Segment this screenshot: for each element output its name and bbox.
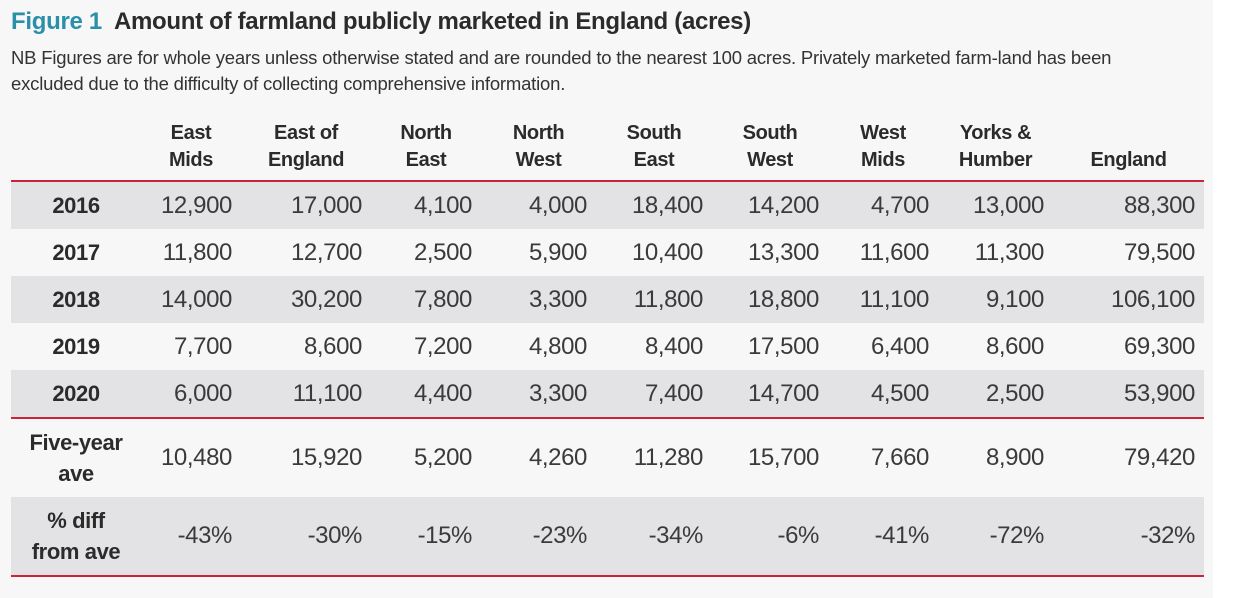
table-cell: 12,700	[290, 238, 362, 266]
table-cell: 4,500	[828, 370, 938, 418]
table-cell: 8,600	[303, 332, 362, 360]
table-cell: -6%	[712, 497, 828, 576]
table-row-2016: 2016 12,900 17,000 4,100 4,000 18,400 14…	[11, 181, 1204, 229]
farmland-table: East Mids East of England North East North W…	[11, 112, 1204, 577]
table-cell: 14,700	[712, 370, 828, 418]
col-header-east-mids: East Mids	[169, 122, 213, 171]
table-cell: 79,420	[1123, 444, 1195, 471]
row-label: 2020	[11, 370, 141, 418]
row-label: 2017	[52, 239, 100, 265]
table-cell: 11,800	[596, 276, 712, 323]
table-cell: 13,300	[747, 238, 819, 266]
col-header-east-of-england: East of England	[267, 122, 345, 171]
col-header-yorks-humber: Yorks & Humber	[958, 122, 1033, 171]
row-label: Five-year ave	[29, 430, 123, 486]
table-cell: -72%	[938, 497, 1053, 576]
table-row-2020: 2020 6,000 11,100 4,400 3,300 7,400 14,7…	[11, 370, 1204, 418]
table-cell: 11,280	[633, 444, 704, 471]
table-cell: 15,920	[290, 444, 362, 471]
table-cell: 11,300	[974, 238, 1045, 266]
col-header-south-east: South East	[626, 122, 682, 171]
table-cell: 106,100	[1053, 276, 1204, 323]
table-cell: -23%	[481, 497, 596, 576]
table-cell: 5,200	[413, 444, 472, 471]
table-cell: 9,100	[938, 276, 1053, 323]
table-row-2018: 2018 14,000 30,200 7,800 3,300 11,800 18…	[11, 276, 1204, 323]
header-row: East Mids East of England North East North W…	[11, 112, 1204, 181]
table-cell: 13,000	[938, 181, 1053, 229]
table-cell: 7,200	[413, 332, 472, 360]
table-row-2017: 2017 11,800 12,700 2,500 5,900 10,400 13…	[11, 229, 1204, 276]
table-cell: 11,100	[828, 276, 938, 323]
row-label: % diff from ave	[11, 497, 141, 576]
row-label: 2019	[52, 333, 100, 359]
table-cell: 17,000	[241, 181, 371, 229]
table-cell: -32%	[1053, 497, 1204, 576]
table-cell: 11,600	[859, 238, 930, 266]
table-cell: 8,600	[985, 332, 1044, 360]
table-cell: 69,300	[1123, 332, 1195, 360]
table-cell: 6,400	[870, 332, 929, 360]
table-cell: 12,900	[141, 181, 241, 229]
table-cell: 4,100	[371, 181, 481, 229]
table-cell: 17,500	[747, 332, 819, 360]
table-cell: 4,000	[481, 181, 596, 229]
col-header-south-west: South West	[742, 122, 798, 171]
table-cell: 4,400	[371, 370, 481, 418]
table-cell: -34%	[596, 497, 712, 576]
row-label: 2016	[11, 181, 141, 229]
col-header-north-west: North West	[512, 122, 565, 171]
table-cell: 14,000	[141, 276, 241, 323]
table-cell: 4,700	[828, 181, 938, 229]
table-cell: 14,200	[712, 181, 828, 229]
table-cell: 30,200	[241, 276, 371, 323]
table-cell: 7,700	[173, 332, 232, 360]
table-cell: 7,800	[371, 276, 481, 323]
table-cell: 10,400	[631, 238, 703, 266]
figure-label: Figure 1	[11, 8, 102, 35]
table-cell: 18,800	[712, 276, 828, 323]
table-cell: 4,260	[528, 444, 587, 471]
table-cell: 4,800	[528, 332, 587, 360]
table-cell: 15,700	[747, 444, 819, 471]
table-cell: 18,400	[596, 181, 712, 229]
table-cell: 11,100	[241, 370, 371, 418]
table-cell: 88,300	[1053, 181, 1204, 229]
table-cell: 6,000	[141, 370, 241, 418]
row-label: 2018	[11, 276, 141, 323]
table-cell: 3,300	[481, 370, 596, 418]
table-cell: 53,900	[1053, 370, 1204, 418]
table-cell: -43%	[141, 497, 241, 576]
table-cell: 8,400	[644, 332, 703, 360]
table-cell: 11,800	[162, 238, 233, 266]
col-header-north-east: North East	[400, 122, 452, 171]
table-cell: 8,900	[985, 444, 1044, 471]
figure-title-text: Amount of farmland publicly marketed in …	[113, 8, 751, 35]
table-row-2019: 2019 7,700 8,600 7,200 4,800 8,400 17,50…	[11, 323, 1204, 370]
table-cell: -41%	[828, 497, 938, 576]
table-row-pct-diff: % diff from ave -43% -30% -15% -23% -34% …	[11, 497, 1204, 576]
figure-note: NB Figures are for whole years unless ot…	[11, 47, 1112, 94]
table-cell: 3,300	[481, 276, 596, 323]
table-cell: 2,500	[413, 238, 472, 266]
table-cell: 7,400	[596, 370, 712, 418]
table-cell: -15%	[371, 497, 481, 576]
figure-title: Figure 1 Amount of farmland publicly mark…	[11, 8, 751, 36]
corner-cell	[11, 112, 141, 181]
col-header-west-mids: West Mids	[860, 122, 906, 171]
table-cell: 10,480	[160, 444, 232, 471]
col-header-england: England	[1090, 149, 1167, 171]
table-cell: 2,500	[938, 370, 1053, 418]
table-cell: 5,900	[528, 238, 587, 266]
table-row-five-year-ave: Five-year ave 10,480 15,920 5,200 4,260 1…	[11, 418, 1204, 497]
table-cell: 7,660	[870, 444, 929, 471]
table-cell: -30%	[241, 497, 371, 576]
table-cell: 79,500	[1123, 238, 1195, 266]
